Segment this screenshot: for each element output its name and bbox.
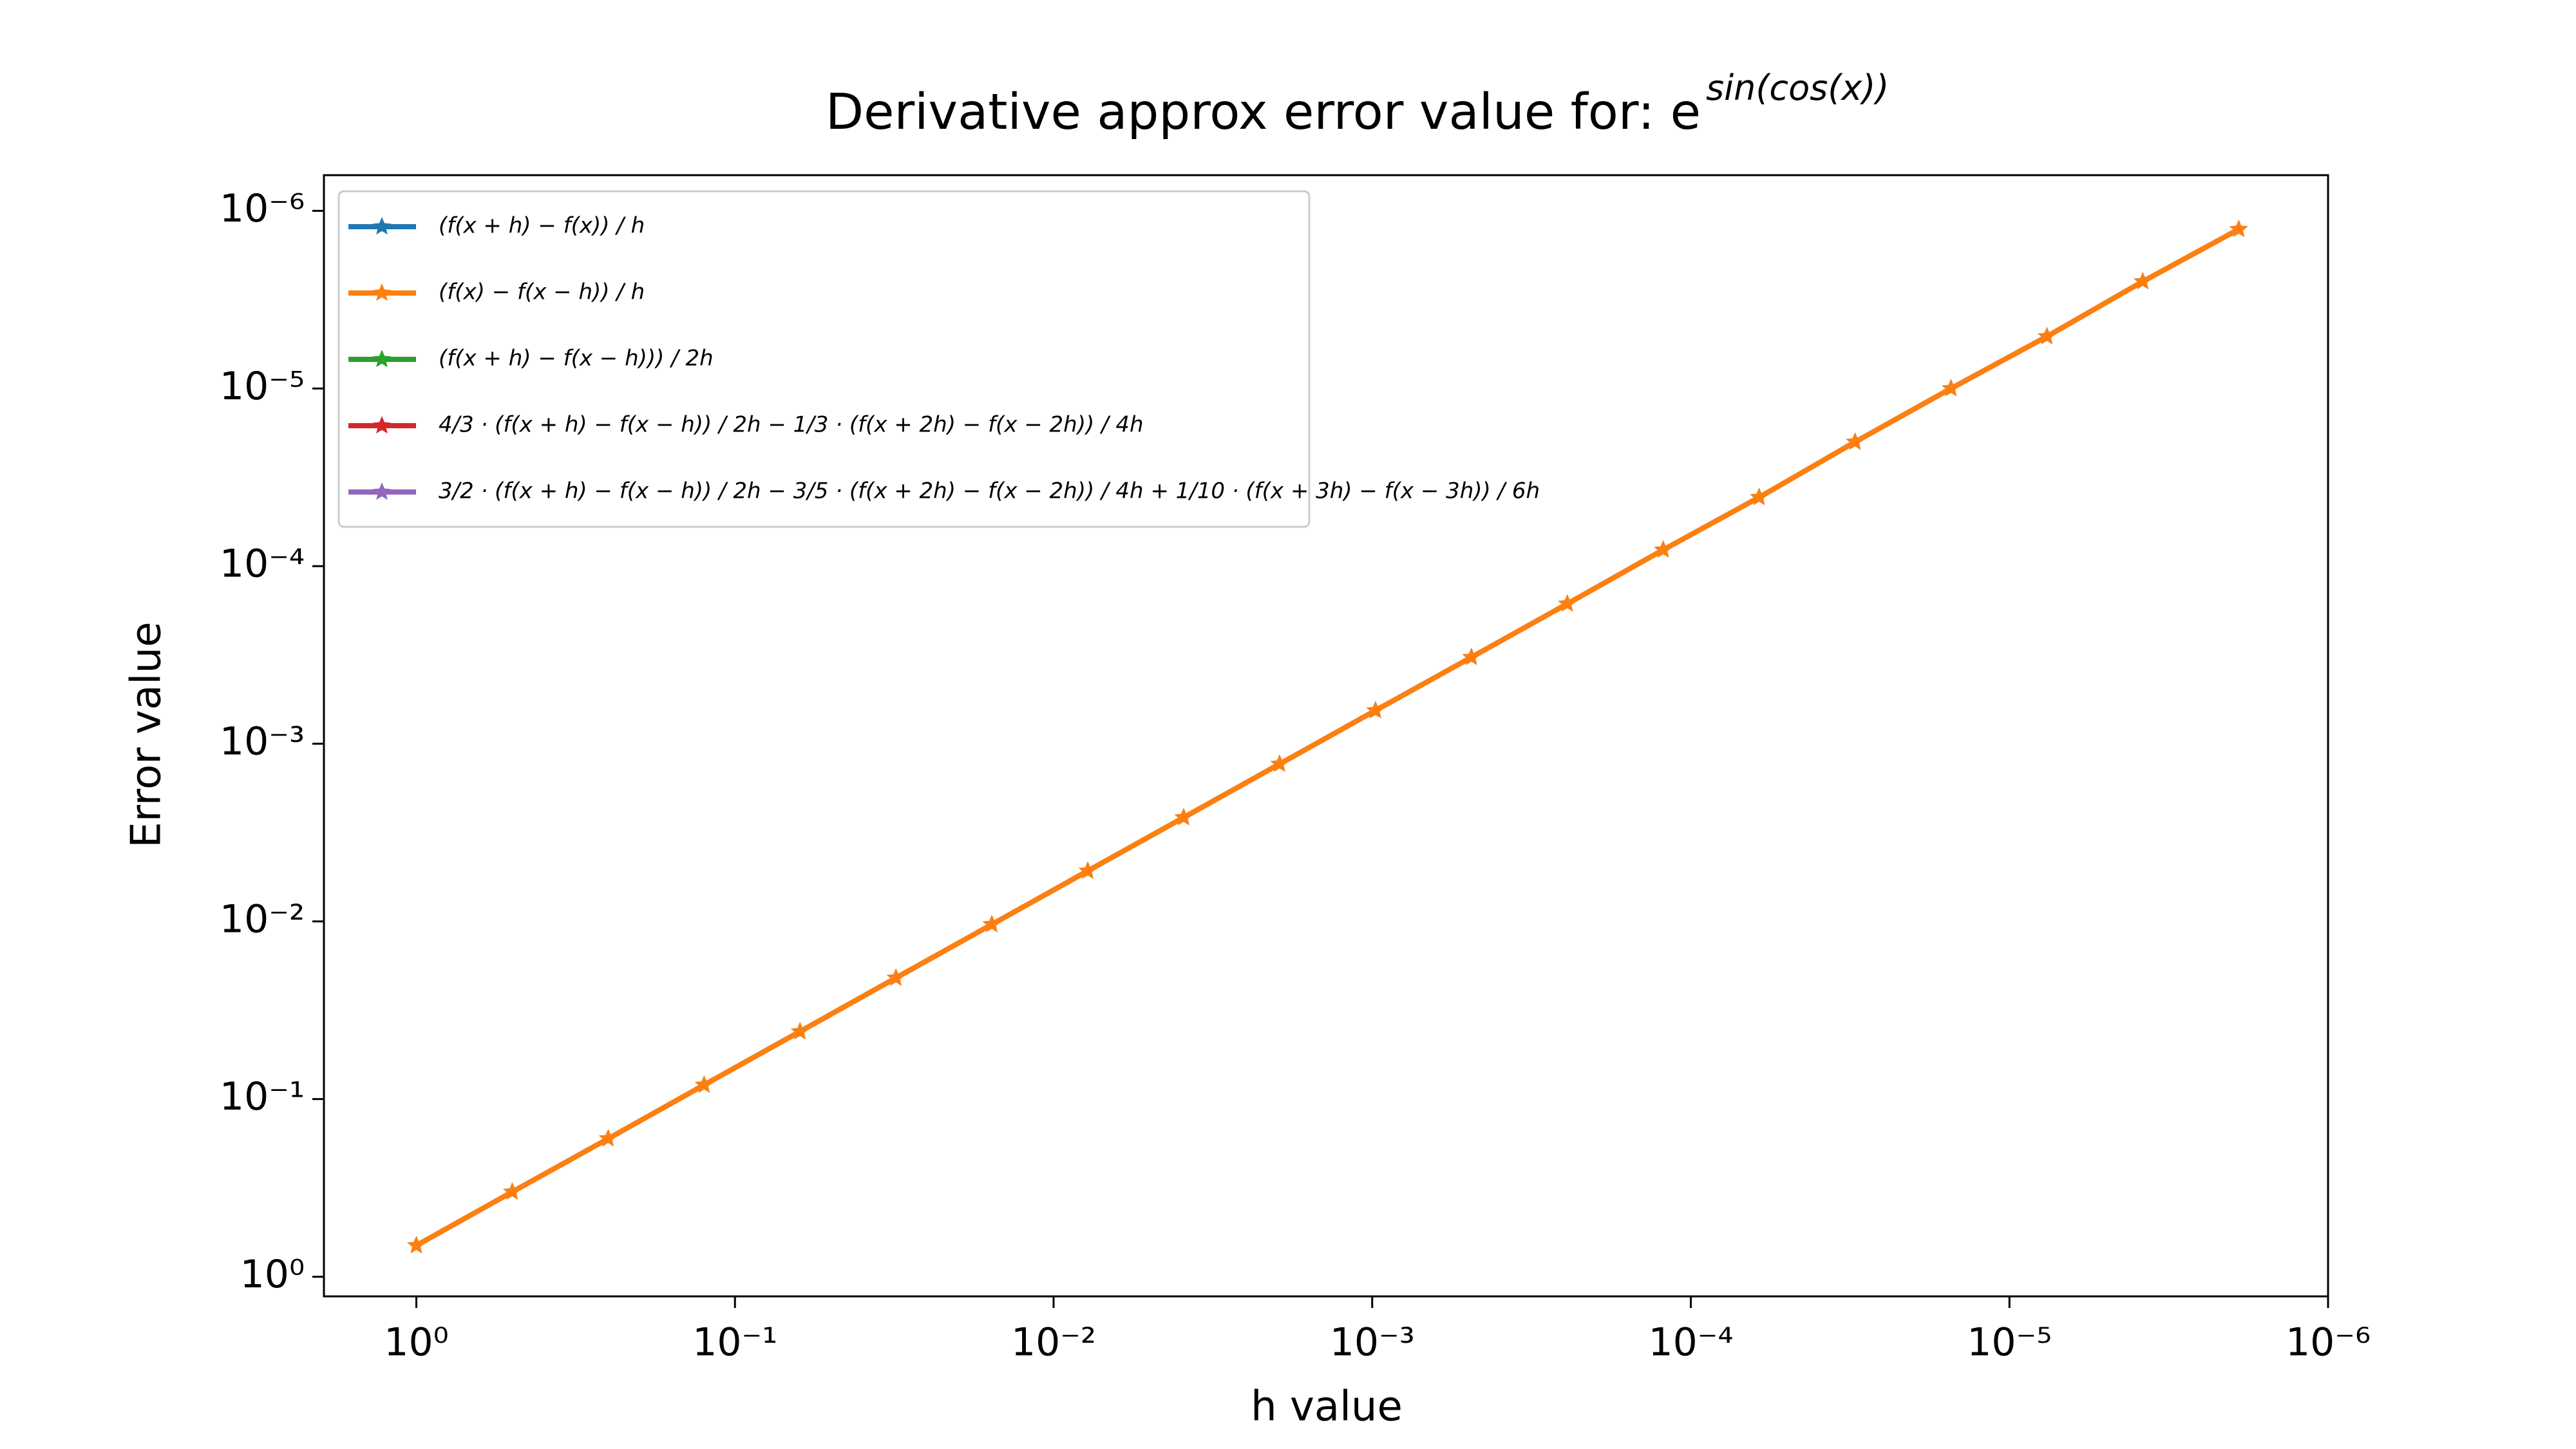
y-tick-label: 10⁻⁴ bbox=[220, 542, 305, 587]
x-tick-label: 10⁻⁴ bbox=[1648, 1320, 1733, 1365]
legend-box bbox=[337, 190, 1311, 528]
x-tick-label: 10⁰ bbox=[384, 1320, 448, 1365]
legend-label: 3/2 · (f(x + h) − f(x − h)) / 2h − 3/5 ·… bbox=[439, 478, 1540, 504]
x-tick-label: 10⁻⁵ bbox=[1967, 1320, 2052, 1365]
legend-label: (f(x + h) − f(x)) / h bbox=[439, 213, 645, 239]
y-axis-label: Error value bbox=[123, 621, 171, 848]
point-marker bbox=[1366, 701, 1385, 719]
x-tick-label: 10⁻² bbox=[1011, 1320, 1096, 1365]
y-tick-label: 10⁻⁵ bbox=[220, 364, 305, 409]
point-marker bbox=[695, 1075, 714, 1093]
plot-area bbox=[407, 220, 2248, 1254]
series-line bbox=[415, 227, 2240, 1248]
point-marker bbox=[1846, 432, 1864, 450]
legend-marker bbox=[372, 217, 392, 235]
y-tick-label: 10⁻¹ bbox=[220, 1074, 305, 1119]
legend-label: (f(x) − f(x − h)) / h bbox=[439, 279, 645, 305]
legend-marker bbox=[372, 416, 392, 434]
x-tick-label: 10⁻³ bbox=[1330, 1320, 1415, 1365]
legend-marker bbox=[372, 283, 392, 301]
point-marker bbox=[599, 1129, 618, 1147]
point-marker bbox=[2134, 272, 2152, 290]
point-marker bbox=[1174, 808, 1193, 826]
legend-marker bbox=[372, 482, 392, 500]
point-marker bbox=[1270, 754, 1289, 772]
legend-marker bbox=[372, 350, 392, 368]
point-marker bbox=[407, 1236, 426, 1254]
y-tick-label: 10⁻² bbox=[220, 896, 305, 942]
y-tick-label: 10⁰ bbox=[240, 1252, 305, 1297]
point-marker bbox=[1558, 594, 1577, 612]
point-marker bbox=[791, 1021, 810, 1039]
point-marker bbox=[1750, 488, 1768, 506]
point-marker bbox=[1462, 647, 1481, 665]
axes-frame bbox=[323, 174, 2329, 1298]
x-axis-label: h value bbox=[1251, 1383, 1403, 1431]
point-marker bbox=[2230, 220, 2248, 238]
point-marker bbox=[1078, 861, 1097, 879]
x-tick-label: 10⁻⁶ bbox=[2286, 1320, 2371, 1365]
point-marker bbox=[886, 968, 905, 986]
legend-label: (f(x + h) − f(x − h))) / 2h bbox=[439, 346, 714, 372]
point-marker bbox=[1942, 379, 1960, 397]
point-marker bbox=[503, 1182, 522, 1200]
chart-title-superscript: sin(cos(x)) bbox=[1706, 68, 1889, 108]
y-tick-label: 10⁻³ bbox=[220, 719, 305, 764]
legend: (f(x + h) − f(x)) / h (f(x) − f(x − h)) /… bbox=[337, 190, 1540, 528]
x-tick-label: 10⁻¹ bbox=[692, 1320, 777, 1365]
point-marker bbox=[2038, 327, 2056, 345]
legend-label: 4/3 · (f(x + h) − f(x − h)) / 2h − 1/3 ·… bbox=[439, 412, 1144, 438]
point-marker bbox=[1654, 540, 1672, 558]
y-tick-label: 10⁻⁶ bbox=[220, 186, 305, 231]
chart-title: Derivative approx error value for: e bbox=[826, 84, 1701, 141]
point-marker bbox=[982, 914, 1001, 933]
